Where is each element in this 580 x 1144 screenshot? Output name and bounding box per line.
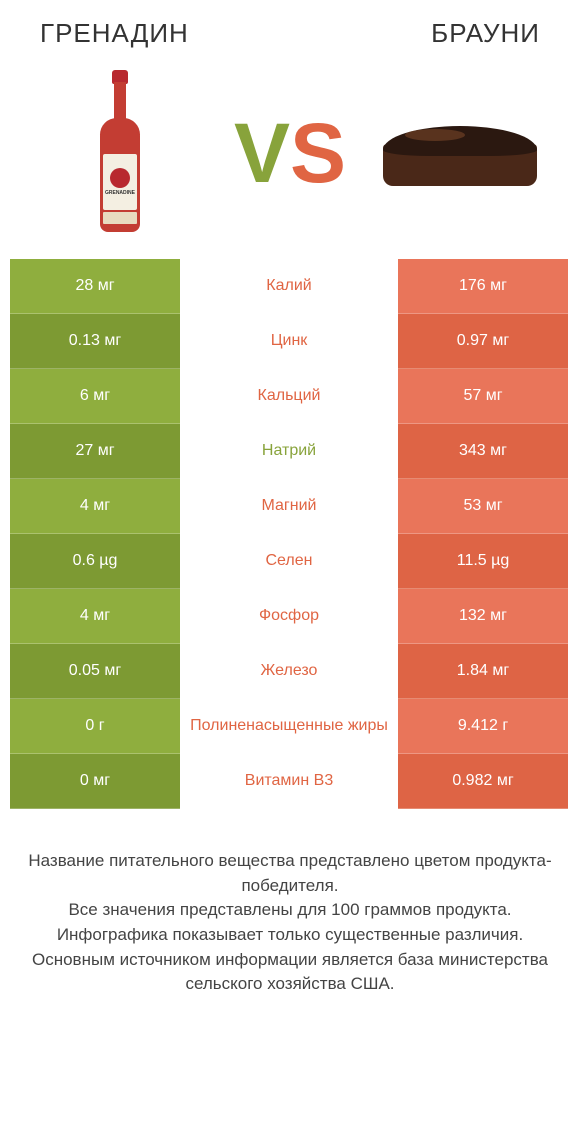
value-right: 132 мг — [398, 589, 568, 644]
nutrient-label: Железо — [180, 644, 398, 699]
value-right: 53 мг — [398, 479, 568, 534]
value-right: 0.982 мг — [398, 754, 568, 809]
value-left: 0.6 µg — [10, 534, 180, 589]
table-row: 0.05 мгЖелезо1.84 мг — [10, 644, 570, 699]
nutrient-label: Калий — [180, 259, 398, 314]
value-left: 27 мг — [10, 424, 180, 479]
value-right: 176 мг — [398, 259, 568, 314]
nutrient-label: Магний — [180, 479, 398, 534]
vs-v: V — [234, 106, 290, 200]
nutrient-label: Цинк — [180, 314, 398, 369]
table-row: 28 мгКалий176 мг — [10, 259, 570, 314]
nutrient-label: Натрий — [180, 424, 398, 479]
table-row: 0.6 µgСелен11.5 µg — [10, 534, 570, 589]
header: ГРЕНАДИН БРАУНИ — [0, 0, 580, 59]
table-row: 27 мгНатрий343 мг — [10, 424, 570, 479]
table-row: 0.13 мгЦинк0.97 мг — [10, 314, 570, 369]
vs-label: VS — [234, 116, 346, 192]
value-right: 1.84 мг — [398, 644, 568, 699]
table-row: 4 мгФосфор132 мг — [10, 589, 570, 644]
footer-line: Все значения представлены для 100 граммо… — [24, 898, 556, 923]
comparison-table: 28 мгКалий176 мг0.13 мгЦинк0.97 мг6 мгКа… — [0, 259, 580, 809]
value-left: 4 мг — [10, 479, 180, 534]
value-right: 57 мг — [398, 369, 568, 424]
nutrient-label: Кальций — [180, 369, 398, 424]
nutrient-label: Селен — [180, 534, 398, 589]
table-row: 6 мгКальций57 мг — [10, 369, 570, 424]
table-row: 4 мгМагний53 мг — [10, 479, 570, 534]
title-left: ГРЕНАДИН — [40, 18, 189, 49]
grenadine-bottle-icon: GRENADINE — [98, 70, 142, 238]
value-left: 0.13 мг — [10, 314, 180, 369]
product-right-image — [370, 69, 550, 239]
value-right: 11.5 µg — [398, 534, 568, 589]
value-right: 0.97 мг — [398, 314, 568, 369]
product-left-image: GRENADINE — [30, 69, 210, 239]
nutrient-label: Фосфор — [180, 589, 398, 644]
nutrient-label: Полиненасыщенные жиры — [180, 699, 398, 754]
value-left: 0.05 мг — [10, 644, 180, 699]
footer-notes: Название питательного вещества представл… — [0, 809, 580, 1017]
value-left: 4 мг — [10, 589, 180, 644]
vs-s: S — [290, 106, 346, 200]
footer-line: Основным источником информации является … — [24, 948, 556, 997]
value-left: 6 мг — [10, 369, 180, 424]
footer-line: Название питательного вещества представл… — [24, 849, 556, 898]
table-row: 0 гПолиненасыщенные жиры9.412 г — [10, 699, 570, 754]
value-right: 343 мг — [398, 424, 568, 479]
footer-line: Инфографика показывает только существенн… — [24, 923, 556, 948]
value-left: 28 мг — [10, 259, 180, 314]
value-left: 0 г — [10, 699, 180, 754]
table-row: 0 мгВитамин B30.982 мг — [10, 754, 570, 809]
nutrient-label: Витамин B3 — [180, 754, 398, 809]
title-right: БРАУНИ — [431, 18, 540, 49]
value-right: 9.412 г — [398, 699, 568, 754]
hero: GRENADINE VS — [0, 59, 580, 259]
brownie-icon — [375, 114, 545, 194]
value-left: 0 мг — [10, 754, 180, 809]
